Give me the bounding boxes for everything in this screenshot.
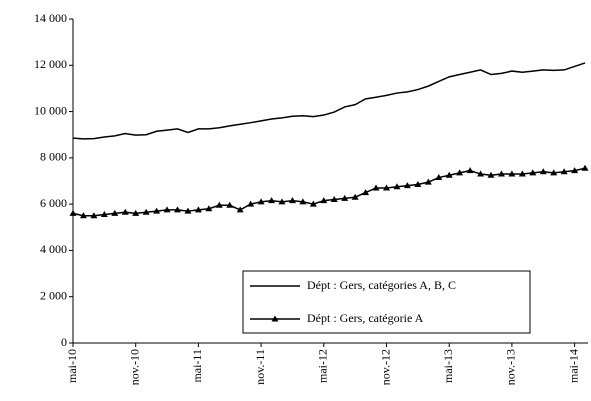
y-tick-label: 10 000: [34, 103, 67, 117]
point-marker: [268, 197, 276, 204]
point-marker: [257, 198, 265, 205]
point-marker: [163, 206, 171, 213]
point-marker: [466, 167, 474, 174]
point-marker: [435, 174, 443, 181]
point-marker: [351, 193, 359, 200]
x-tick-label: mai-11: [190, 349, 204, 383]
point-marker: [445, 171, 453, 178]
x-tick-label: mai-13: [441, 349, 455, 383]
point-marker: [414, 180, 422, 187]
point-marker: [288, 197, 296, 204]
x-tick-label: nov.-13: [504, 349, 518, 385]
legend-box: [242, 270, 531, 334]
point-marker: [487, 171, 495, 178]
point-marker: [518, 170, 526, 177]
point-marker: [153, 207, 161, 214]
y-tick-label: 4 000: [40, 242, 67, 256]
point-marker: [362, 189, 370, 196]
x-tick-label: nov.-12: [378, 349, 392, 385]
series-line: [72, 62, 586, 140]
y-tick-label: 14 000: [34, 11, 67, 25]
x-tick-label: nov.-11: [253, 349, 267, 385]
y-tick-label: 6 000: [40, 196, 67, 210]
point-marker: [215, 201, 223, 208]
x-tick-label: nov.-10: [127, 349, 141, 385]
point-marker: [236, 206, 244, 213]
y-tick-label: 2 000: [40, 288, 67, 302]
point-marker: [205, 205, 213, 212]
series-line: [72, 167, 586, 217]
point-marker: [539, 168, 547, 175]
point-marker: [560, 168, 568, 175]
point-marker: [184, 207, 192, 214]
point-marker: [132, 209, 140, 216]
y-tick-label: 8 000: [40, 150, 67, 164]
legend-label: Dépt : Gers, catégorie A: [307, 311, 424, 325]
point-marker: [320, 197, 328, 204]
point-marker: [571, 167, 579, 174]
x-tick-label: mai-10: [65, 349, 79, 383]
point-marker: [194, 206, 202, 213]
x-tick-label: mai-14: [566, 349, 580, 383]
point-marker: [456, 169, 464, 176]
point-marker: [100, 211, 108, 218]
y-tick-label: 12 000: [34, 57, 67, 71]
point-marker: [278, 198, 286, 205]
point-marker: [69, 209, 77, 216]
x-tick-label: mai-12: [316, 349, 330, 383]
y-tick-label: 0: [61, 335, 67, 349]
point-marker: [247, 200, 255, 207]
point-marker: [226, 201, 234, 208]
legend-label: Dépt : Gers, catégories A, B, C: [307, 278, 456, 292]
point-marker: [497, 170, 505, 177]
point-marker: [393, 183, 401, 190]
point-marker: [309, 200, 317, 207]
point-marker: [477, 170, 485, 177]
point-marker: [372, 184, 380, 191]
point-marker: [90, 212, 98, 219]
point-marker: [424, 178, 432, 185]
point-marker: [330, 196, 338, 203]
point-marker: [550, 169, 558, 176]
legend-marker: [271, 315, 279, 322]
point-marker: [142, 208, 150, 215]
point-marker: [174, 206, 181, 213]
point-marker: [299, 198, 307, 205]
point-marker: [121, 208, 129, 215]
point-marker: [111, 209, 119, 216]
point-marker: [341, 194, 349, 201]
point-marker: [508, 170, 516, 177]
point-marker: [79, 212, 87, 219]
point-marker: [529, 169, 537, 176]
point-marker: [403, 182, 411, 189]
point-marker: [581, 164, 589, 171]
point-marker: [383, 184, 390, 191]
